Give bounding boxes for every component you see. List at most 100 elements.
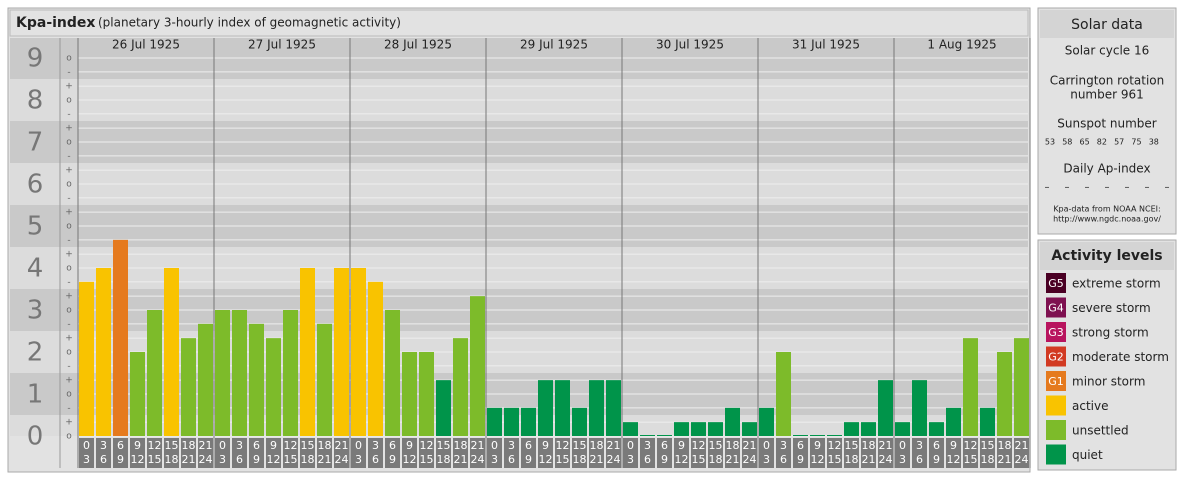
interval-box	[997, 438, 1012, 468]
bar	[980, 407, 995, 436]
interval-box	[317, 438, 332, 468]
legend-header	[1040, 242, 1174, 270]
interval-box	[283, 438, 298, 468]
y-tick-label: 0	[27, 422, 44, 452]
interval-label: 6	[916, 453, 923, 466]
sunspot: 53	[1045, 138, 1055, 147]
legend-code: G5	[1048, 277, 1064, 290]
bar	[249, 323, 264, 436]
interval-label: 24	[335, 453, 349, 466]
interval-label: 3	[763, 453, 770, 466]
bar	[827, 435, 842, 436]
interval-box	[521, 438, 536, 468]
bar	[844, 422, 859, 436]
interval-box	[79, 438, 94, 468]
interval-label: 24	[607, 453, 621, 466]
bar	[266, 338, 281, 436]
interval-box	[164, 438, 179, 468]
interval-label: 15	[845, 439, 859, 452]
legend-label: severe storm	[1072, 301, 1151, 315]
interval-label: 3	[627, 453, 634, 466]
interval-label: 6	[253, 439, 260, 452]
interval-label: 3	[372, 439, 379, 452]
interval-box	[793, 438, 808, 468]
bar	[912, 380, 927, 436]
minor-tick-label: o	[66, 138, 72, 148]
bar	[232, 310, 247, 436]
interval-box	[878, 438, 893, 468]
interval-label: 12	[556, 439, 570, 452]
interval-label: 0	[219, 439, 226, 452]
legend-label: quiet	[1072, 448, 1103, 462]
interval-label: 12	[964, 439, 978, 452]
legend-swatch	[1046, 322, 1066, 342]
interval-box	[674, 438, 689, 468]
legend-swatch	[1046, 420, 1066, 440]
chart-title: Kpa-index	[16, 15, 95, 31]
interval-box	[385, 438, 400, 468]
interval-label: 9	[661, 453, 668, 466]
interval-label: 3	[916, 439, 923, 452]
ap-label: Daily Ap-index	[1063, 162, 1150, 176]
interval-label: 24	[743, 453, 757, 466]
interval-label: 6	[780, 453, 787, 466]
interval-box	[946, 438, 961, 468]
interval-label: 15	[284, 453, 298, 466]
bar	[368, 281, 383, 436]
interval-box	[351, 438, 366, 468]
day-label: 28 Jul 1925	[384, 38, 452, 52]
interval-label: 21	[335, 439, 349, 452]
interval-label: 3	[899, 453, 906, 466]
interval-label: 18	[845, 453, 859, 466]
legend-label: extreme storm	[1072, 277, 1161, 291]
interval-box	[657, 438, 672, 468]
bar	[130, 352, 145, 436]
bar	[640, 435, 655, 436]
interval-box	[572, 438, 587, 468]
bar	[793, 435, 808, 436]
interval-label: 12	[420, 439, 434, 452]
carrington: Carrington rotation	[1050, 74, 1164, 88]
interval-label: 15	[709, 439, 723, 452]
interval-label: 9	[933, 453, 940, 466]
legend-label: active	[1072, 399, 1108, 413]
interval-box	[606, 438, 621, 468]
title-bar	[9, 9, 1029, 37]
y-tick-label: 2	[27, 338, 44, 368]
minor-tick-label: o	[66, 390, 72, 400]
bar	[589, 380, 604, 436]
solar-cycle: Solar cycle 16	[1065, 44, 1150, 58]
y-tick-label: 5	[27, 212, 44, 242]
bar	[997, 352, 1012, 436]
bar	[181, 338, 196, 436]
interval-label: 18	[454, 439, 468, 452]
interval-label: 3	[508, 439, 515, 452]
ap: –	[1145, 182, 1150, 193]
legend-swatch	[1046, 297, 1066, 318]
interval-label: 18	[573, 453, 587, 466]
interval-box	[759, 438, 774, 468]
bar	[691, 422, 706, 436]
legend-code: G4	[1048, 302, 1064, 315]
bar	[79, 281, 94, 436]
bar	[623, 422, 638, 436]
day-label: 27 Jul 1925	[248, 38, 316, 52]
bar	[487, 407, 502, 436]
bar	[147, 310, 162, 436]
bar	[742, 422, 757, 436]
bar	[504, 407, 519, 436]
ap: –	[1045, 182, 1050, 193]
interval-box	[1014, 438, 1029, 468]
bar	[334, 268, 349, 436]
bar	[759, 407, 774, 436]
interval-box	[589, 438, 604, 468]
legend-swatch	[1046, 273, 1066, 293]
interval-box	[504, 438, 519, 468]
sunspot: 58	[1062, 138, 1072, 147]
minor-tick-label: o	[66, 54, 72, 64]
interval-label: 9	[406, 439, 413, 452]
interval-box	[113, 438, 128, 468]
interval-label: 6	[100, 453, 107, 466]
interval-box	[453, 438, 468, 468]
bar	[470, 296, 485, 436]
